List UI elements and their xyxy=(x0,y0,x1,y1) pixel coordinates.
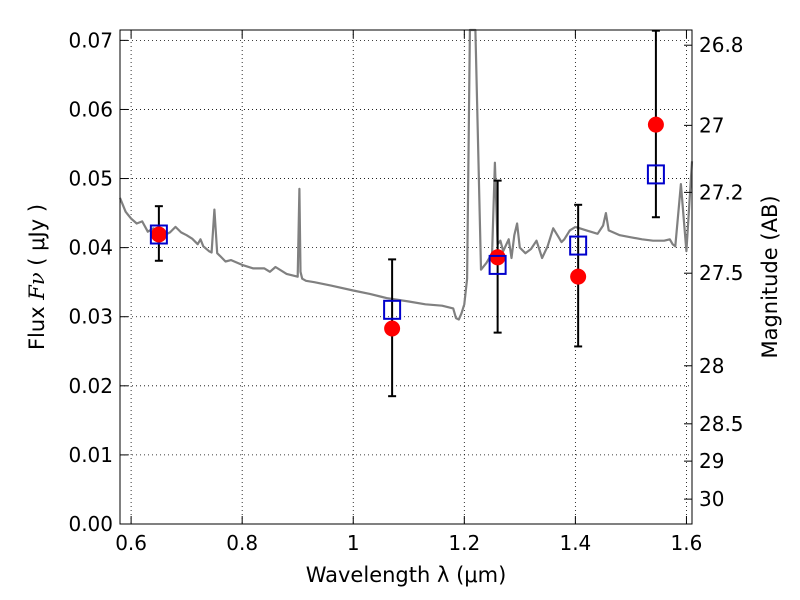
observed-point xyxy=(647,116,664,133)
observed-point xyxy=(570,268,587,285)
x-tick-label: 1 xyxy=(347,531,360,555)
y-tick-label: 0.01 xyxy=(68,443,113,467)
grid xyxy=(120,30,692,525)
x-tick-label: 0.8 xyxy=(226,531,258,555)
model-point xyxy=(646,164,665,185)
y-tick-label: 0.04 xyxy=(68,236,113,260)
x-axis-title: Wavelength λ (μm) xyxy=(306,563,507,587)
y-tick-label: 0.05 xyxy=(68,167,113,191)
right-tick-label: 26.8 xyxy=(699,33,744,57)
errorbar-layer xyxy=(154,29,660,398)
right-tick-label: 28 xyxy=(699,354,724,378)
plot-frame xyxy=(119,29,693,525)
x-tick-label: 1.6 xyxy=(671,531,703,555)
observed-points-layer xyxy=(150,116,664,337)
tick-layer: 0.6 0.8 1 1.2 1.4 1.6 0.00 0.01 0.02 0.03 0.04 0.05… xyxy=(68,28,743,555)
y-tick-label: 0.07 xyxy=(68,28,113,52)
sed-curve-layer xyxy=(118,28,694,321)
model-points-layer xyxy=(149,164,665,320)
y-axis-title: Flux Fν ( μJy ) xyxy=(25,204,49,350)
y-tick-label: 0.06 xyxy=(68,97,113,121)
right-tick-label: 27.2 xyxy=(699,180,744,204)
right-tick-label: 27 xyxy=(699,113,724,137)
x-tick-label: 1.2 xyxy=(448,531,480,555)
right-tick-label: 27.5 xyxy=(699,261,744,285)
model-point xyxy=(488,254,507,275)
observed-point xyxy=(150,226,167,243)
model-point xyxy=(569,235,588,256)
sed-curve-line xyxy=(118,28,694,321)
right-tick-label: 28.5 xyxy=(699,412,744,436)
y-tick-label: 0.03 xyxy=(68,305,113,329)
observed-point xyxy=(384,320,401,337)
x-tick-label: 0.6 xyxy=(115,531,147,555)
model-point xyxy=(383,299,402,320)
right-tick-label: 29 xyxy=(699,449,724,473)
right-axis-title: Magnitude (AB) xyxy=(758,195,782,358)
x-tick-label: 1.4 xyxy=(559,531,591,555)
observed-point xyxy=(489,249,506,266)
y-tick-label: 0.02 xyxy=(68,374,113,398)
model-point xyxy=(149,224,168,245)
right-tick-label: 30 xyxy=(699,487,724,511)
y-tick-label: 0.00 xyxy=(68,512,113,536)
